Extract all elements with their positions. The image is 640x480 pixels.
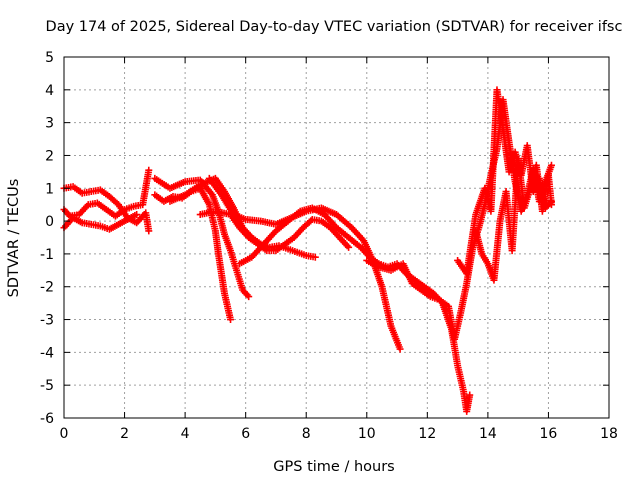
data-point bbox=[227, 316, 235, 324]
y-axis-label: SDTVAR / TECUs bbox=[6, 179, 22, 298]
x-tick-label: 6 bbox=[241, 426, 250, 442]
y-tick-label: -3 bbox=[40, 313, 54, 329]
x-tick-label: 16 bbox=[540, 426, 558, 442]
y-tick-label: -4 bbox=[40, 345, 54, 361]
data-point bbox=[466, 391, 474, 399]
data-point bbox=[133, 211, 141, 219]
x-axis-label: GPS time / hours bbox=[273, 459, 394, 475]
x-tick-label: 0 bbox=[60, 426, 69, 442]
grid bbox=[64, 57, 609, 418]
series-track-c bbox=[60, 211, 141, 233]
data-point bbox=[396, 345, 404, 353]
y-tick-label: -2 bbox=[40, 280, 54, 296]
data-point bbox=[145, 166, 153, 174]
data-point bbox=[547, 201, 555, 209]
y-tick-label: 4 bbox=[45, 83, 54, 99]
x-tick-label: 2 bbox=[120, 426, 129, 442]
x-tick-label: 12 bbox=[418, 426, 436, 442]
chart-title: Day 174 of 2025, Sidereal Day-to-day VTE… bbox=[46, 19, 623, 35]
data-point bbox=[345, 243, 353, 251]
y-tick-label: 5 bbox=[45, 50, 54, 66]
data-point bbox=[307, 217, 315, 225]
y-tick-label: 1 bbox=[45, 181, 54, 197]
y-tick-label: -6 bbox=[40, 411, 54, 427]
y-tick-label: 2 bbox=[45, 148, 54, 164]
y-tick-label: -5 bbox=[40, 378, 54, 394]
y-tick-label: 3 bbox=[45, 116, 54, 132]
y-tick-label: 0 bbox=[45, 214, 54, 230]
data-point bbox=[145, 227, 153, 235]
y-tick-label: -1 bbox=[40, 247, 54, 263]
plot-frame bbox=[63, 56, 610, 419]
x-tick-label: 4 bbox=[181, 426, 190, 442]
x-tick-label: 18 bbox=[600, 426, 618, 442]
data-point bbox=[311, 253, 319, 261]
series-track-e bbox=[151, 174, 253, 301]
data-point bbox=[245, 293, 253, 301]
data-point bbox=[547, 161, 555, 169]
plot-border bbox=[63, 56, 610, 419]
x-tick-label: 8 bbox=[302, 426, 311, 442]
series-layer bbox=[60, 86, 555, 415]
series-track-l bbox=[472, 155, 555, 284]
x-tick-label: 10 bbox=[358, 426, 376, 442]
x-tick-label: 14 bbox=[479, 426, 497, 442]
